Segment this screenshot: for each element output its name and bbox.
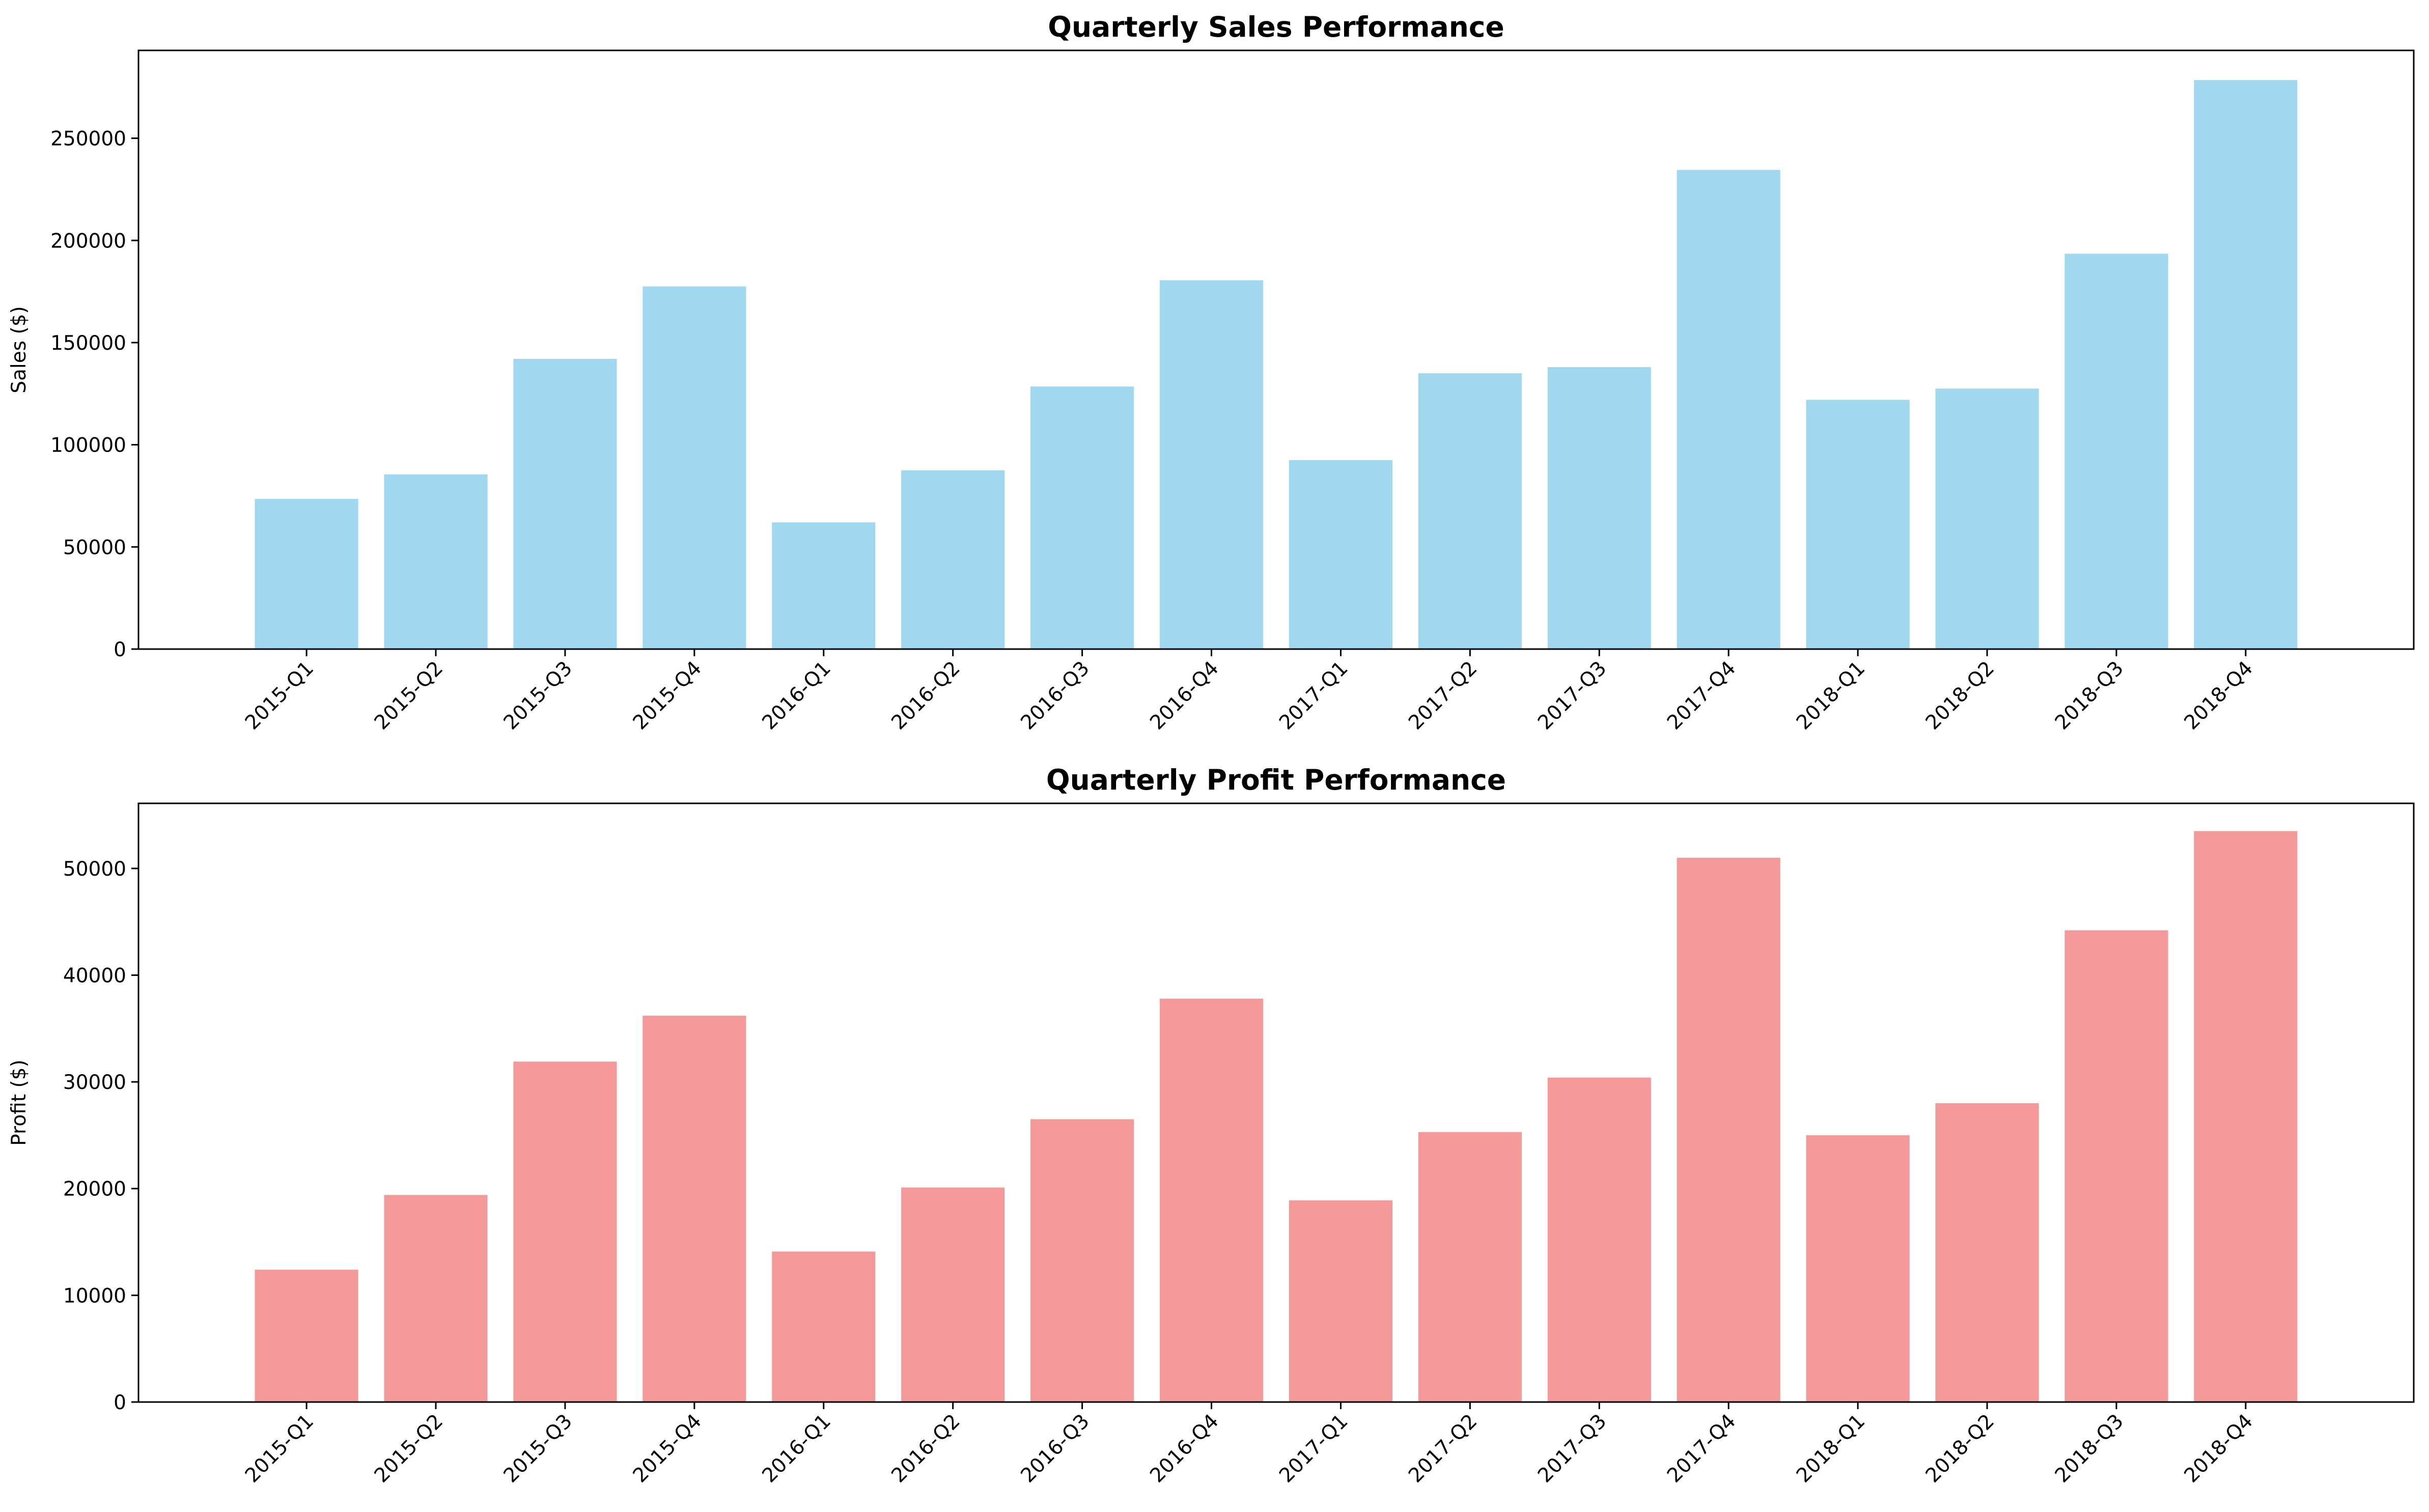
- profit-y-ticks: 0 10000 20000 30000 40000 50000: [63, 858, 138, 1414]
- profit-y-tick-label: 40000: [63, 964, 126, 987]
- profit-bars: [255, 831, 2298, 1402]
- profit-bar-2016-Q4: [1159, 998, 1264, 1402]
- sales-bar-2017-Q3: [1547, 367, 1651, 649]
- sales-bar-2016-Q1: [772, 522, 876, 649]
- profit-y-tick-label: 0: [114, 1391, 126, 1414]
- profit-bar-2018-Q2: [1935, 1103, 2039, 1402]
- profit-plot-frame: [137, 802, 2415, 1403]
- sales-bar-2015-Q2: [384, 474, 488, 649]
- profit-bar-2017-Q2: [1418, 1132, 1522, 1402]
- profit-bar-2018-Q3: [2064, 930, 2168, 1402]
- sales-bar-2015-Q3: [513, 359, 617, 649]
- sales-y-tick-label: 0: [114, 638, 126, 661]
- sales-bar-2018-Q1: [1806, 400, 1910, 649]
- sales-bar-2018-Q4: [2194, 80, 2298, 649]
- profit-y-tick-label: 50000: [63, 858, 126, 881]
- sales-y-tick-label: 50000: [63, 536, 126, 559]
- sales-y-tick-label: 250000: [50, 128, 126, 151]
- profit-bar-2016-Q1: [772, 1251, 876, 1402]
- sales-bar-2015-Q1: [255, 498, 358, 649]
- profit-bar-2015-Q2: [384, 1195, 488, 1402]
- sales-bar-2016-Q2: [901, 470, 1005, 649]
- sales-bar-2017-Q1: [1289, 460, 1393, 649]
- profit-bar-2016-Q2: [901, 1187, 1005, 1402]
- sales-y-ticks: 0 50000 100000 150000 200000 250000: [50, 128, 138, 661]
- profit-chart-title: Quarterly Profit Performance: [1046, 764, 1506, 796]
- profit-y-tick-label: 20000: [63, 1178, 126, 1201]
- sales-bar-2018-Q3: [2064, 254, 2168, 649]
- profit-bar-2015-Q3: [513, 1061, 617, 1402]
- sales-y-tick-label: 200000: [50, 230, 126, 253]
- profit-bar-2016-Q3: [1030, 1119, 1134, 1402]
- profit-bar-2018-Q4: [2194, 831, 2298, 1402]
- profit-bar-2015-Q1: [255, 1270, 358, 1402]
- profit-y-axis-label: Profit ($): [8, 1059, 31, 1145]
- sales-bar-2018-Q2: [1935, 388, 2039, 649]
- sales-bar-2016-Q4: [1159, 280, 1264, 649]
- sales-bar-2016-Q3: [1030, 386, 1134, 649]
- sales-chart-title: Quarterly Sales Performance: [1048, 11, 1504, 43]
- sales-y-tick-label: 100000: [50, 434, 126, 457]
- profit-y-tick-label: 10000: [63, 1284, 126, 1307]
- profit-y-tick-label: 30000: [63, 1071, 126, 1094]
- profit-bar-2017-Q1: [1289, 1200, 1393, 1402]
- profit-bar-2017-Q4: [1677, 857, 1780, 1402]
- sales-plot-frame: [137, 49, 2415, 650]
- sales-y-axis-label: Sales ($): [8, 306, 31, 393]
- sales-y-tick-label: 150000: [50, 332, 126, 355]
- sales-bar-2017-Q4: [1677, 170, 1780, 649]
- sales-bar-2015-Q4: [643, 286, 746, 649]
- profit-bar-2017-Q3: [1547, 1077, 1651, 1402]
- sales-bars: [255, 80, 2298, 649]
- profit-bar-2018-Q1: [1806, 1135, 1910, 1402]
- profit-bar-2015-Q4: [643, 1016, 746, 1402]
- sales-bar-2017-Q2: [1418, 373, 1522, 649]
